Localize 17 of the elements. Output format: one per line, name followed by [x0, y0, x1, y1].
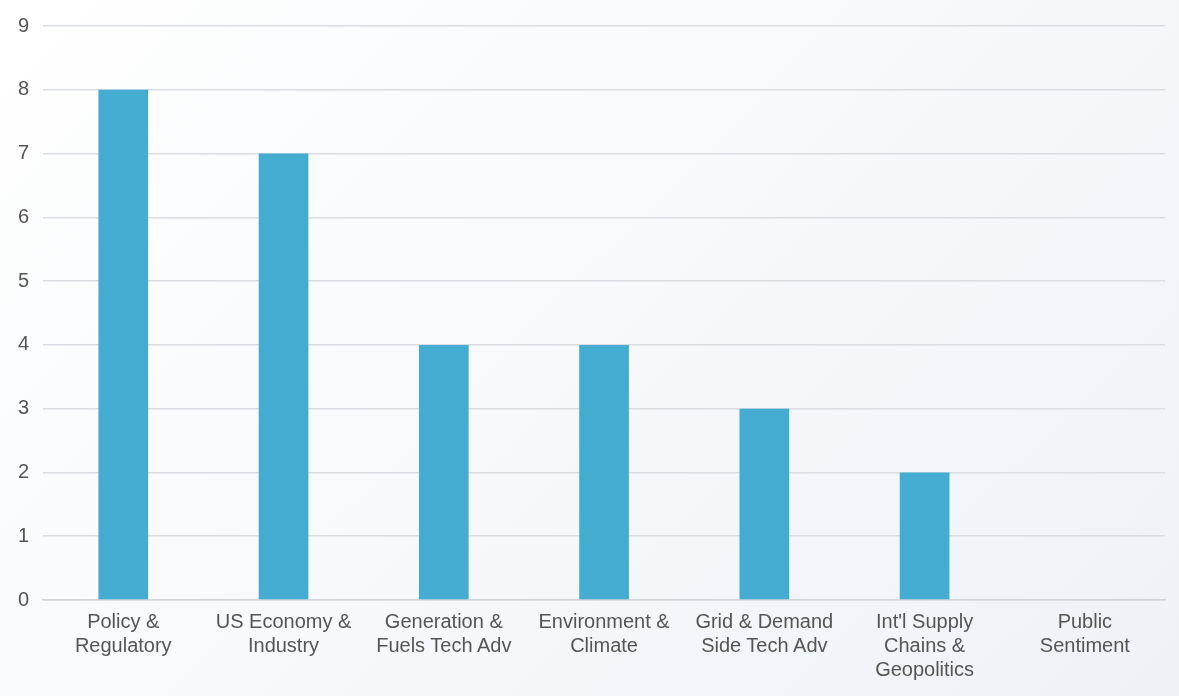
x-tick-label: Generation & Fuels Tech Adv	[376, 609, 512, 656]
x-tick-label: Public Sentiment	[1039, 609, 1131, 656]
x-tick-label: Environment & Climate	[538, 609, 671, 656]
y-tick-label: 2	[18, 459, 30, 482]
y-tick-label: 7	[18, 141, 30, 164]
y-tick-label: 9	[18, 13, 30, 36]
x-tick-label: Policy & Regulatory	[74, 609, 172, 656]
x-tick-label: US Economy & Industry	[215, 609, 352, 656]
y-tick-label: 8	[18, 77, 30, 100]
x-tick-label: Int'l Supply Chains & Geopolitics	[875, 609, 975, 680]
x-tick-label: Grid & Demand Side Tech Adv	[695, 609, 834, 656]
y-tick-label: 6	[18, 204, 30, 227]
y-tick-label: 4	[18, 332, 30, 355]
y-tick-label: 3	[18, 396, 30, 419]
y-tick-label: 5	[18, 268, 30, 291]
y-tick-label: 1	[18, 523, 30, 546]
y-tick-label: 0	[18, 587, 30, 610]
